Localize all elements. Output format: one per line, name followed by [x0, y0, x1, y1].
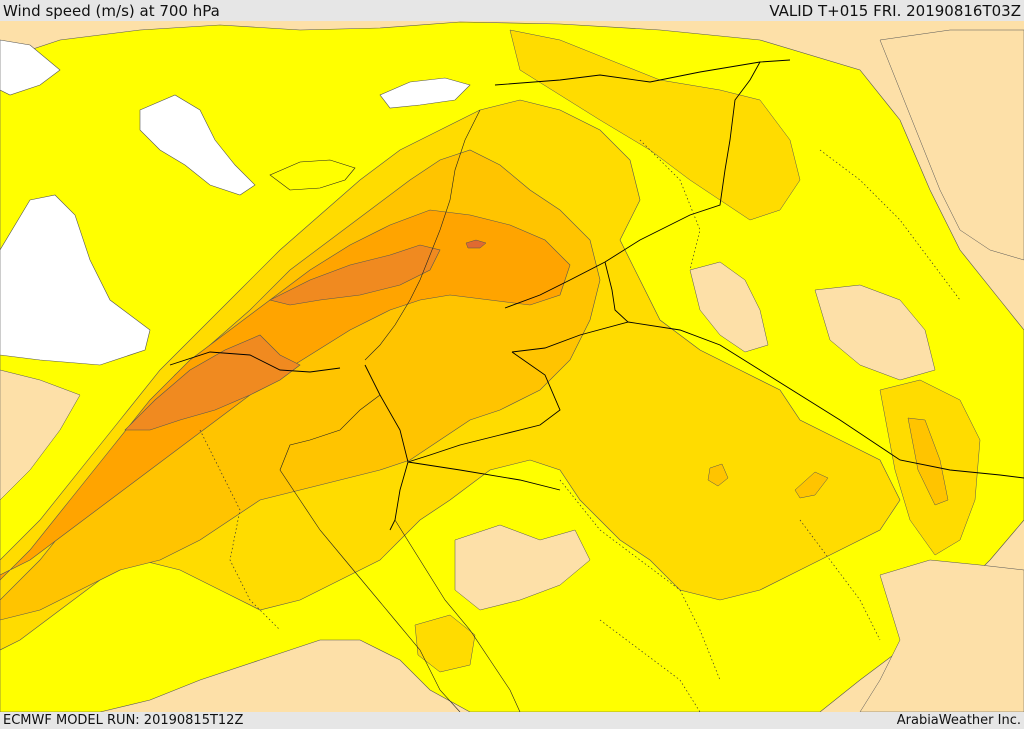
wind-band-core — [465, 239, 487, 249]
map-title: Wind speed (m/s) at 700 hPa — [3, 1, 220, 20]
admin-boundaries — [199, 139, 961, 712]
wind-band-dark — [124, 334, 301, 431]
footer-bar: ECMWF MODEL RUN: 20190815T12Z ArabiaWeat… — [0, 712, 1024, 729]
header-bar: Wind speed (m/s) at 700 hPa VALID T+015 … — [0, 0, 1024, 21]
valid-time: VALID T+015 FRI. 20190816T03Z — [769, 1, 1021, 20]
calm-area — [0, 194, 151, 366]
credit: ArabiaWeather Inc. — [896, 713, 1021, 728]
wind-band-orange — [0, 209, 571, 581]
model-run: ECMWF MODEL RUN: 20190815T12Z — [3, 713, 244, 728]
wind-speed-map[interactable] — [0, 21, 1024, 712]
coastlines — [269, 109, 521, 712]
